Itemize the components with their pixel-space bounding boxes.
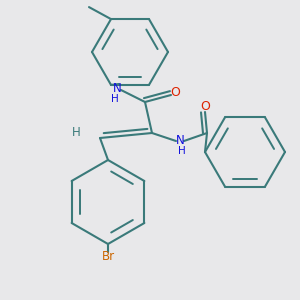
Text: H: H: [72, 125, 80, 139]
Text: N: N: [176, 134, 184, 148]
Text: H: H: [178, 146, 186, 156]
Text: N: N: [112, 82, 122, 95]
Text: H: H: [111, 94, 119, 104]
Text: Br: Br: [101, 250, 115, 263]
Text: O: O: [200, 100, 210, 113]
Text: O: O: [170, 86, 180, 100]
